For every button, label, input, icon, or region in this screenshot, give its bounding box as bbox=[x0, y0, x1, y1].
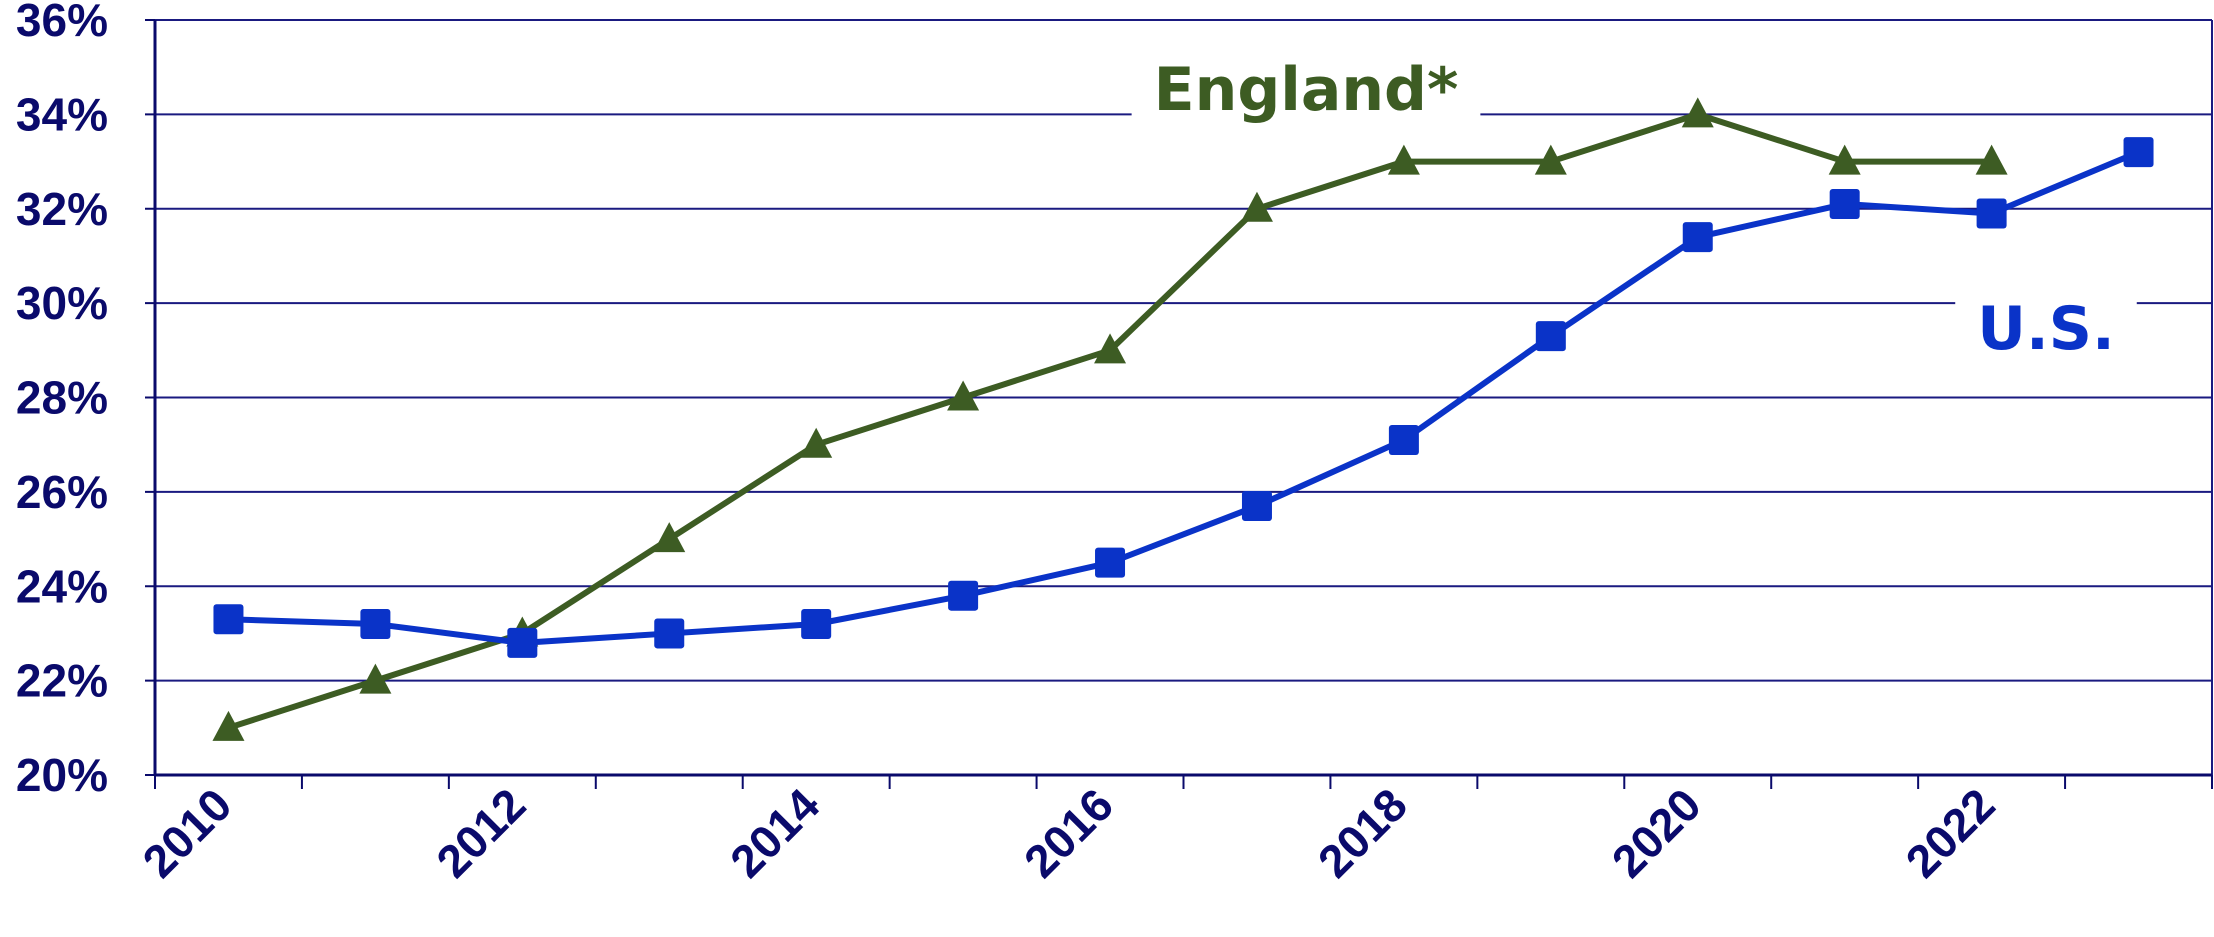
data-point-marker bbox=[1681, 97, 1714, 128]
data-point-marker bbox=[1534, 144, 1567, 175]
data-point-marker bbox=[213, 604, 244, 635]
y-tick-label: 26% bbox=[16, 466, 108, 518]
data-point-marker bbox=[1975, 144, 2008, 175]
data-point-marker bbox=[948, 580, 979, 611]
y-tick-label: 22% bbox=[16, 655, 108, 707]
y-tick-label: 20% bbox=[16, 749, 108, 801]
data-point-marker bbox=[801, 609, 832, 639]
x-tick-label: 2022 bbox=[1896, 778, 2005, 887]
y-tick-label: 28% bbox=[16, 372, 108, 424]
y-tick-label: 32% bbox=[16, 183, 108, 235]
series-label-background bbox=[1955, 298, 2137, 360]
data-point-marker bbox=[800, 427, 833, 458]
data-point-marker bbox=[654, 618, 685, 649]
data-point-marker bbox=[212, 710, 245, 741]
data-point-marker bbox=[1829, 189, 1860, 220]
x-tick-label: 2020 bbox=[1602, 778, 1711, 887]
series-label-background bbox=[1131, 59, 1481, 121]
data-point-marker bbox=[1240, 191, 1273, 222]
data-point-marker bbox=[947, 380, 980, 411]
data-point-marker bbox=[1094, 333, 1127, 364]
data-point-marker bbox=[1535, 321, 1566, 352]
data-point-marker bbox=[1387, 144, 1420, 175]
data-point-marker bbox=[360, 609, 391, 639]
x-tick-label: 2010 bbox=[132, 778, 241, 887]
series-lines bbox=[212, 97, 2154, 741]
axes: 20% 22% 24% 26% 28% 30% 32% 34% 36% 2010 2012 2014 2… bbox=[16, 0, 2213, 887]
series-labels: England* U.S. bbox=[1131, 55, 2137, 364]
series-label: U.S. bbox=[1977, 294, 2115, 364]
x-tick-label: 2018 bbox=[1308, 778, 1417, 887]
data-point-marker bbox=[359, 663, 392, 694]
data-point-marker bbox=[653, 522, 686, 553]
y-tick-label: 24% bbox=[16, 560, 108, 612]
x-tick-label: 2016 bbox=[1014, 778, 1123, 887]
data-point-marker bbox=[2123, 137, 2154, 168]
data-point-marker bbox=[1682, 222, 1713, 253]
y-tick-label: 36% bbox=[16, 0, 108, 46]
x-tick-label: 2012 bbox=[426, 778, 535, 887]
series-line bbox=[227, 111, 1992, 731]
y-tick-label: 30% bbox=[16, 277, 108, 329]
x-tick-label: 2014 bbox=[720, 778, 829, 887]
data-point-marker bbox=[1095, 547, 1126, 578]
data-point-marker bbox=[1388, 424, 1419, 455]
data-point-marker bbox=[1828, 144, 1861, 175]
data-point-marker bbox=[507, 627, 538, 658]
y-tick-label: 34% bbox=[16, 88, 108, 140]
data-point-marker bbox=[1241, 491, 1272, 522]
series-label: England* bbox=[1154, 55, 1459, 125]
series-line bbox=[228, 149, 2140, 646]
data-point-marker bbox=[1976, 198, 2007, 229]
gridlines bbox=[155, 19, 2213, 775]
